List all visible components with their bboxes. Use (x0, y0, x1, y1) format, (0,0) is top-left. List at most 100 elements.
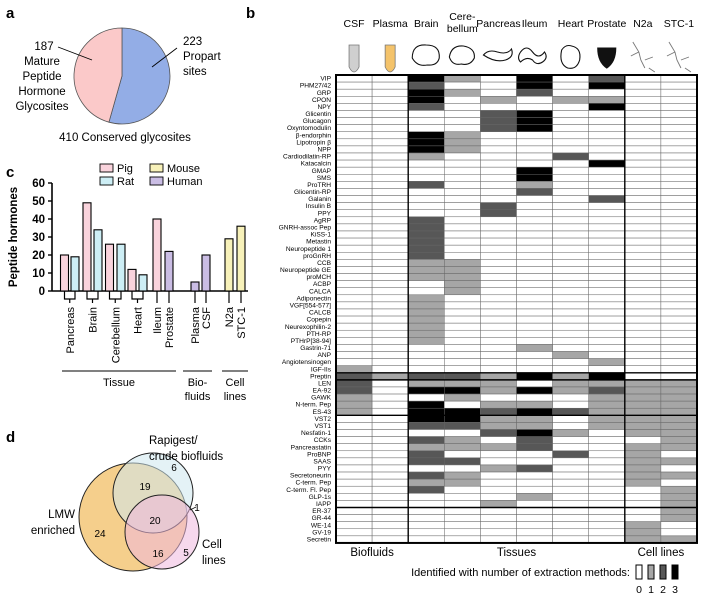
category-label: Cerebellum (110, 307, 122, 363)
heatmap-cell (335, 415, 373, 423)
heatmap-cell (660, 244, 698, 253)
venn-count-rapigest_cell: 1 (194, 503, 200, 514)
column-group-label: Cell lines (638, 547, 685, 559)
heatmap-cell (371, 471, 409, 480)
heatmap-cell (552, 166, 589, 175)
heatmap-cell (516, 464, 553, 473)
heatmap-cell (371, 407, 409, 416)
heatmap-cell (444, 266, 481, 274)
heatmap-cell (335, 514, 373, 522)
bar-ileum-pig (152, 218, 162, 292)
heatmap-cell (444, 329, 481, 338)
heatmap-cell (407, 244, 445, 253)
heatmap-cell (552, 181, 589, 189)
heatmap-cell (335, 74, 373, 83)
heatmap-cell (516, 124, 553, 132)
heatmap-cell (335, 443, 373, 452)
row-label: Neurexophilin-2 (285, 324, 332, 331)
heatmap-cell (444, 166, 481, 175)
heatmap: VIPPHM27/42GRPCPONNPYGlicentinGlucagonOx… (279, 11, 698, 596)
heatmap-cell (444, 322, 481, 331)
heatmap-cell (552, 407, 589, 416)
pie-label-propart: 223 Propart sites (183, 36, 222, 78)
heatmap-cell (552, 464, 589, 473)
heatmap-cell (371, 259, 409, 267)
heatmap-cell (516, 244, 553, 253)
heatmap-cell (371, 223, 409, 232)
heatmap-cell (335, 138, 373, 147)
bar-plasma-human (190, 281, 200, 292)
heatmap-cell (407, 103, 445, 111)
heatmap-cell (335, 351, 373, 359)
heatmap-cell (371, 74, 409, 83)
heatmap-cell (444, 507, 481, 515)
pie-label-line: Propart (183, 51, 222, 63)
bar-cerebellum-rat (116, 243, 126, 292)
pie-leader-line (57, 46, 93, 61)
heatmap-cell (588, 422, 626, 430)
heatmap-cell (660, 386, 698, 395)
legend-swatch-human (149, 176, 164, 186)
heatmap-cell (660, 81, 698, 90)
heatmap-cell (660, 500, 698, 508)
heatmap-cell (516, 223, 553, 232)
heatmap-cell (407, 415, 445, 423)
heatmap-cell (624, 493, 662, 501)
heatmap-cell (516, 159, 553, 168)
heatmap-cell (624, 110, 662, 118)
heatmap-cell (335, 202, 373, 210)
heatmap-cell (588, 202, 626, 210)
heatmap-cell (407, 521, 445, 530)
heatmap-cell (407, 81, 445, 90)
y-tick-label: 0 (39, 286, 45, 298)
heatmap-cell (552, 415, 589, 423)
heatmap-cell (444, 131, 481, 140)
heatmap-cell (660, 216, 698, 225)
heatmap-cell (624, 152, 662, 161)
heatmap-cell (624, 259, 662, 267)
venn-circle-2 (124, 494, 200, 570)
heatmap-cell (624, 301, 662, 310)
heatmap-cell (588, 415, 626, 423)
heatmap-cell (624, 287, 662, 296)
heatmap-cell (335, 358, 373, 366)
heatmap-cell (371, 329, 409, 338)
heatmap-cell (552, 117, 589, 125)
heatmap-cell (588, 145, 626, 154)
heatmap-cell (552, 273, 589, 281)
venn-count-lmw_rapigest: 19 (139, 482, 151, 493)
heatmap-cell (480, 159, 517, 168)
category-label: N2a (224, 306, 236, 327)
heatmap-cell (624, 372, 662, 381)
row-label: AgRP (314, 217, 332, 224)
heatmap-cell (335, 493, 373, 501)
heatmap-cell (371, 110, 409, 118)
heatmap-cell (371, 386, 409, 395)
heatmap-cell (480, 209, 517, 218)
heatmap-cell (480, 216, 517, 225)
heatmap-cell (444, 244, 481, 253)
heatmap-cell (335, 103, 373, 111)
heatmap-cell (480, 315, 517, 324)
heatmap-cell (444, 138, 481, 147)
heatmap-cell (480, 103, 517, 111)
row-label: GR-44 (312, 515, 332, 522)
heatmap-cell (335, 464, 373, 473)
heatmap-cell (552, 500, 589, 508)
heatmap-cell (516, 145, 553, 154)
heatmap-cell (588, 280, 626, 288)
heatmap-cell (552, 131, 589, 140)
row-label: Oxyntomodulin (287, 125, 331, 132)
heatmap-cell (552, 202, 589, 210)
heatmap-cell (552, 344, 589, 352)
heatmap-cell (516, 188, 553, 196)
heatmap-cell (624, 464, 662, 473)
heatmap-cell (588, 138, 626, 147)
heatmap-cell (444, 315, 481, 324)
heatmap-cell (407, 159, 445, 168)
heatmap-cell (407, 174, 445, 182)
row-label: Katacalcin (301, 161, 332, 168)
heatmap-cell (552, 471, 589, 480)
row-label: ACBP (313, 281, 332, 288)
heatmap-cell (480, 443, 517, 452)
